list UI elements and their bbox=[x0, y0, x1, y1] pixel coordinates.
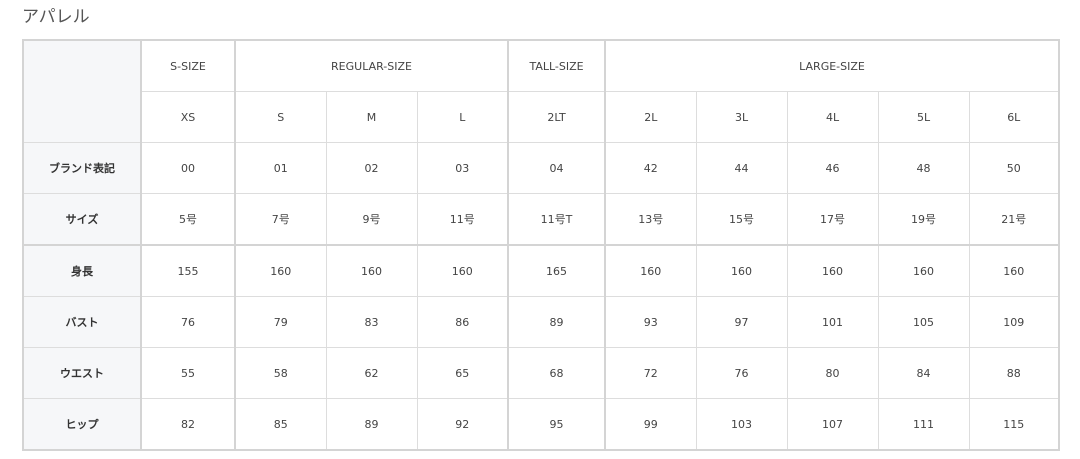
row-label: ウエスト bbox=[22, 347, 142, 399]
table-cell: 99 bbox=[604, 398, 697, 451]
size-header: XS bbox=[140, 91, 236, 143]
table-cell: 86 bbox=[416, 296, 509, 348]
table-cell: 82 bbox=[140, 398, 236, 451]
table-cell: 165 bbox=[507, 244, 606, 297]
group-header-row: S-SIZE REGULAR-SIZE TALL-SIZE LARGE-SIZE bbox=[22, 39, 1060, 143]
table-cell: 79 bbox=[234, 296, 327, 348]
size-header: 2LT bbox=[507, 91, 606, 143]
table-cell: 21号 bbox=[968, 193, 1060, 246]
row-label: バスト bbox=[22, 296, 142, 348]
table-cell: 9号 bbox=[325, 193, 418, 246]
table-row: ブランド表記 00 01 02 03 04 42 44 46 48 50 bbox=[22, 142, 1060, 194]
table-cell: 160 bbox=[695, 244, 788, 297]
group-header: TALL-SIZE bbox=[507, 39, 606, 92]
table-cell: 160 bbox=[234, 244, 327, 297]
table-cell: 160 bbox=[968, 244, 1060, 297]
table-cell: 65 bbox=[416, 347, 509, 399]
table-cell: 76 bbox=[140, 296, 236, 348]
table-cell: 111 bbox=[877, 398, 970, 451]
table-cell: 101 bbox=[786, 296, 879, 348]
table-cell: 89 bbox=[507, 296, 606, 348]
table-cell: 01 bbox=[234, 142, 327, 194]
table-cell: 88 bbox=[968, 347, 1060, 399]
table-cell: 02 bbox=[325, 142, 418, 194]
table-row: ウエスト 55 58 62 65 68 72 76 80 84 88 bbox=[22, 347, 1060, 399]
table-cell: 58 bbox=[234, 347, 327, 399]
size-header-row: XS S M L 2LT 2L 3L 4L 5L 6L bbox=[23, 91, 1060, 143]
table-cell: 42 bbox=[604, 142, 697, 194]
row-label: 身長 bbox=[22, 244, 142, 297]
table-cell: 50 bbox=[968, 142, 1060, 194]
table-cell: 46 bbox=[786, 142, 879, 194]
table-cell: 160 bbox=[786, 244, 879, 297]
group-header: S-SIZE bbox=[140, 39, 236, 92]
table-cell: 03 bbox=[416, 142, 509, 194]
table-cell: 103 bbox=[695, 398, 788, 451]
table-cell: 13号 bbox=[604, 193, 697, 246]
size-header: 3L bbox=[695, 91, 788, 143]
table-cell: 5号 bbox=[140, 193, 236, 246]
size-header: L bbox=[416, 91, 509, 143]
table-cell: 11号T bbox=[507, 193, 606, 246]
size-header: M bbox=[325, 91, 418, 143]
size-header: S bbox=[234, 91, 327, 143]
table-cell: 17号 bbox=[786, 193, 879, 246]
table-cell: 97 bbox=[695, 296, 788, 348]
table-cell: 84 bbox=[877, 347, 970, 399]
table-cell: 72 bbox=[604, 347, 697, 399]
table-cell: 76 bbox=[695, 347, 788, 399]
table-cell: 15号 bbox=[695, 193, 788, 246]
table-cell: 44 bbox=[695, 142, 788, 194]
table-cell: 68 bbox=[507, 347, 606, 399]
table-cell: 92 bbox=[416, 398, 509, 451]
table-row: 身長 155 160 160 160 165 160 160 160 160 160 bbox=[22, 244, 1060, 297]
size-header: 6L bbox=[968, 91, 1060, 143]
corner-cell bbox=[22, 39, 142, 143]
table-row: バスト 76 79 83 86 89 93 97 101 105 109 bbox=[22, 296, 1060, 348]
table-cell: 04 bbox=[507, 142, 606, 194]
table-cell: 7号 bbox=[234, 193, 327, 246]
size-table: S-SIZE REGULAR-SIZE TALL-SIZE LARGE-SIZE… bbox=[22, 39, 1060, 451]
table-cell: 155 bbox=[140, 244, 236, 297]
row-label: ブランド表記 bbox=[22, 142, 142, 194]
size-header: 5L bbox=[877, 91, 970, 143]
table-cell: 93 bbox=[604, 296, 697, 348]
page-title: アパレル bbox=[22, 7, 90, 27]
table-row: サイズ 5号 7号 9号 11号 11号T 13号 15号 17号 19号 21号 bbox=[22, 193, 1060, 246]
table-cell: 105 bbox=[877, 296, 970, 348]
table-cell: 48 bbox=[877, 142, 970, 194]
row-label: ヒップ bbox=[22, 398, 142, 451]
table-cell: 85 bbox=[234, 398, 327, 451]
group-header: LARGE-SIZE bbox=[604, 39, 1060, 92]
table-cell: 11号 bbox=[416, 193, 509, 246]
table-cell: 19号 bbox=[877, 193, 970, 246]
table-cell: 160 bbox=[416, 244, 509, 297]
table-cell: 160 bbox=[325, 244, 418, 297]
table-cell: 89 bbox=[325, 398, 418, 451]
table-cell: 160 bbox=[877, 244, 970, 297]
table-cell: 107 bbox=[786, 398, 879, 451]
row-label: サイズ bbox=[22, 193, 142, 246]
table-cell: 62 bbox=[325, 347, 418, 399]
table-cell: 80 bbox=[786, 347, 879, 399]
group-header: REGULAR-SIZE bbox=[233, 39, 509, 92]
size-header: 4L bbox=[786, 91, 879, 143]
table-cell: 160 bbox=[604, 244, 697, 297]
table-cell: 115 bbox=[968, 398, 1060, 451]
table-cell: 83 bbox=[325, 296, 418, 348]
table-row: ヒップ 82 85 89 92 95 99 103 107 111 115 bbox=[22, 398, 1060, 451]
table-cell: 55 bbox=[140, 347, 236, 399]
table-cell: 109 bbox=[968, 296, 1060, 348]
table-cell: 95 bbox=[507, 398, 606, 451]
table-cell: 00 bbox=[140, 142, 236, 194]
size-header: 2L bbox=[604, 91, 697, 143]
